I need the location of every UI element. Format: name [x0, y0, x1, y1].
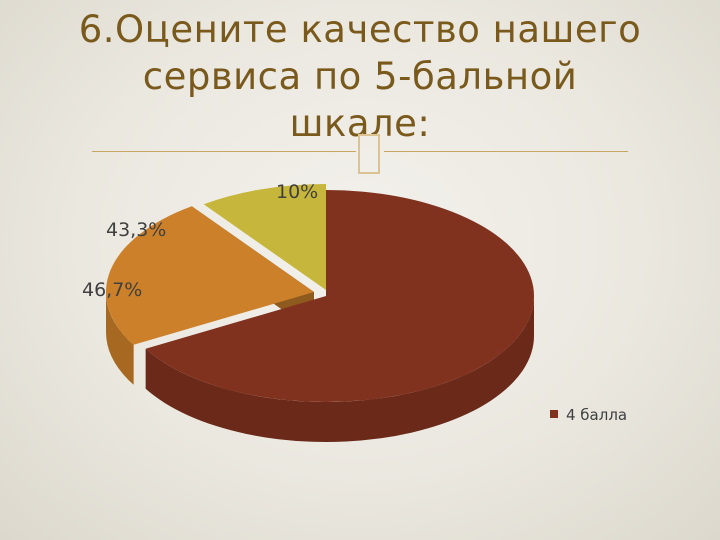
title-line-2: сервиса по 5-бальной	[142, 55, 578, 98]
pie-slice-3	[203, 184, 326, 290]
title-line-1: 6.Оцените качество нашего	[78, 8, 642, 51]
pie-data-label-3: 10%	[276, 181, 318, 203]
pie-tops	[106, 184, 535, 403]
pie-labels: 46,7% 43,3% 10%	[82, 181, 318, 301]
placeholder-glyph-icon	[358, 134, 380, 174]
slide-title: 6.Оцените качество нашего сервиса по 5-б…	[40, 6, 680, 147]
pie-data-label-2: 43,3%	[106, 219, 166, 241]
pie-data-label-1: 46,7%	[82, 279, 142, 301]
title-divider-right	[384, 151, 628, 152]
legend-swatch	[550, 410, 558, 418]
pie-slice-1	[145, 190, 535, 403]
chart-legend: 4 балла	[550, 404, 630, 426]
legend-entry-label: 4 балла	[566, 406, 628, 424]
pie-slice-side-2	[106, 292, 134, 385]
pie-slice-side-1	[145, 296, 534, 443]
title-divider-left	[92, 151, 356, 152]
pie-slice-2	[106, 206, 315, 345]
